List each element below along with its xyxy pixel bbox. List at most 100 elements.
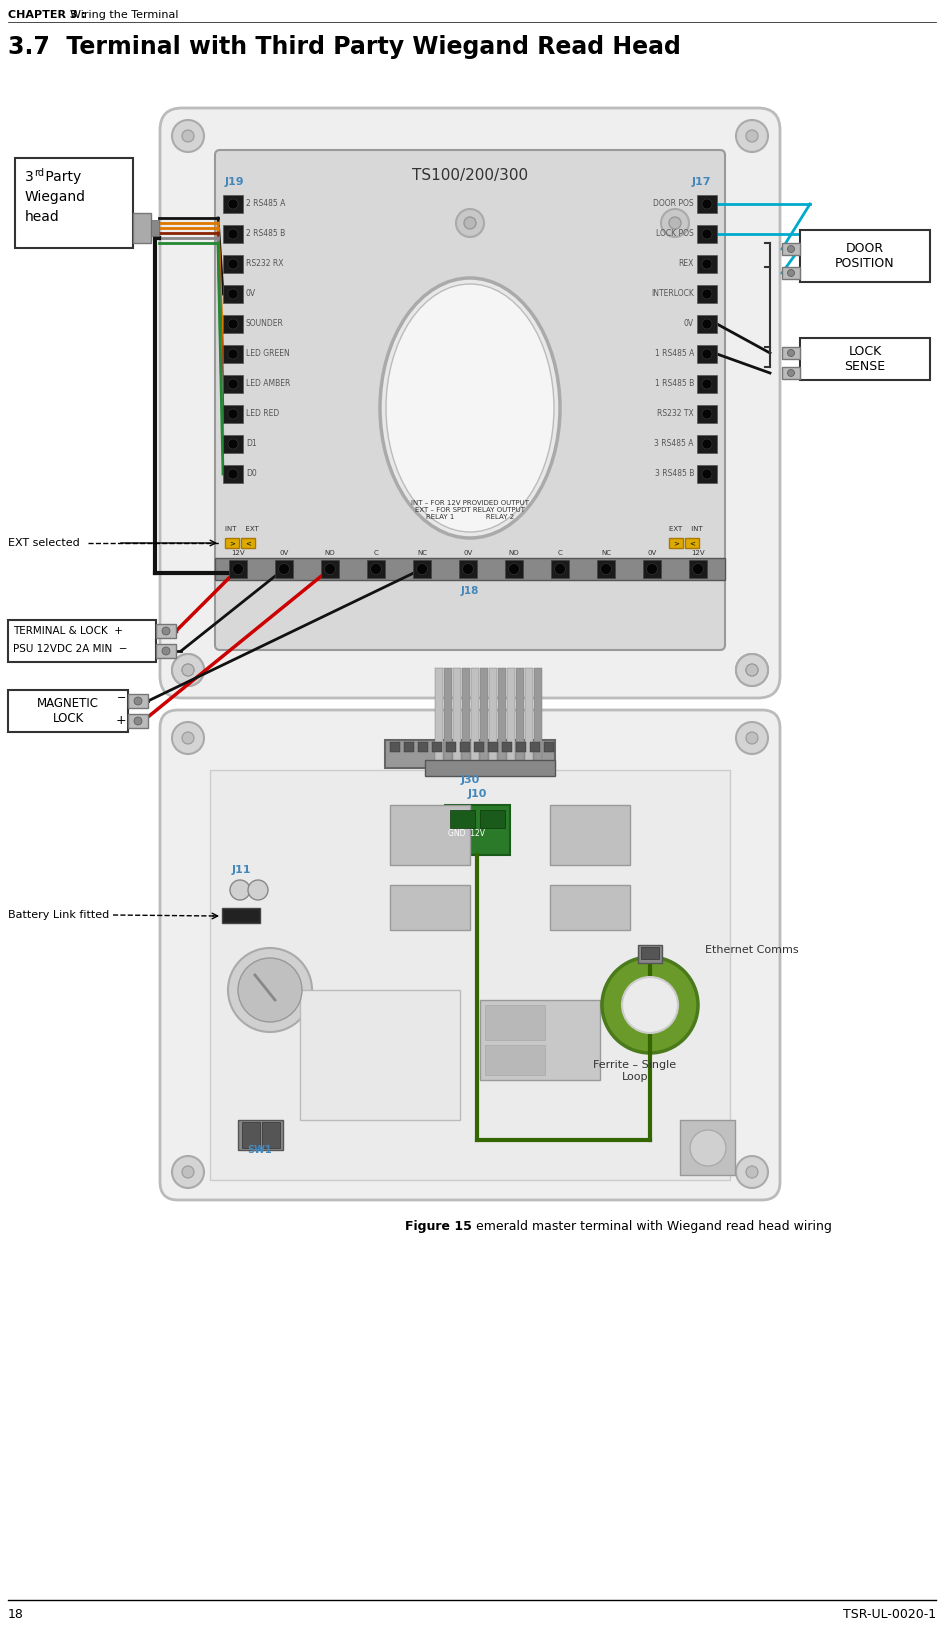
Circle shape <box>456 210 484 237</box>
Bar <box>638 946 662 964</box>
Text: LOCK
SENSE: LOCK SENSE <box>845 344 885 374</box>
Bar <box>223 255 243 273</box>
Text: 12V: 12V <box>691 549 705 556</box>
Circle shape <box>134 717 142 725</box>
Circle shape <box>172 653 204 686</box>
Text: 3: 3 <box>25 171 34 184</box>
Circle shape <box>182 1167 194 1178</box>
Bar <box>262 1121 280 1147</box>
Circle shape <box>162 627 170 635</box>
Bar <box>488 743 498 752</box>
Text: LED RED: LED RED <box>246 410 279 419</box>
Bar <box>435 668 443 772</box>
Circle shape <box>669 218 681 229</box>
Circle shape <box>702 229 712 239</box>
Bar <box>225 538 239 548</box>
Text: Figure 15: Figure 15 <box>405 1220 472 1233</box>
Text: Party: Party <box>41 171 81 184</box>
Circle shape <box>509 564 519 575</box>
Text: MAGNETIC
LOCK: MAGNETIC LOCK <box>37 697 99 725</box>
Bar <box>242 1121 260 1147</box>
Circle shape <box>702 318 712 328</box>
Text: CHAPTER 3 :: CHAPTER 3 : <box>8 10 90 20</box>
Text: 0V: 0V <box>648 549 657 556</box>
Bar <box>241 538 255 548</box>
Ellipse shape <box>380 278 560 538</box>
Bar <box>697 195 717 213</box>
Bar <box>156 624 176 639</box>
Text: <: < <box>245 540 251 546</box>
Circle shape <box>172 653 204 686</box>
Circle shape <box>228 258 238 270</box>
Circle shape <box>702 289 712 299</box>
Ellipse shape <box>386 284 554 531</box>
Bar <box>641 947 659 959</box>
Bar <box>133 213 151 244</box>
Text: D0: D0 <box>246 470 257 478</box>
Bar <box>697 344 717 362</box>
Text: 0V: 0V <box>246 289 256 299</box>
Text: EXT selected: EXT selected <box>8 538 79 548</box>
Bar <box>697 436 717 453</box>
Bar <box>551 561 569 578</box>
Circle shape <box>182 130 194 141</box>
Text: RS232 RX: RS232 RX <box>246 260 283 268</box>
Text: DOOR POS: DOOR POS <box>653 200 694 208</box>
Circle shape <box>464 218 476 229</box>
Circle shape <box>134 697 142 705</box>
Text: LED GREEN: LED GREEN <box>246 349 290 359</box>
Bar <box>223 436 243 453</box>
Bar <box>15 158 133 249</box>
Bar <box>489 668 497 772</box>
Bar <box>516 743 526 752</box>
Circle shape <box>238 959 302 1022</box>
Text: head: head <box>25 210 59 224</box>
Text: 18: 18 <box>8 1609 24 1622</box>
Text: TS100/200/300: TS100/200/300 <box>412 167 528 184</box>
Text: Ferrite – Single
Loop: Ferrite – Single Loop <box>594 1060 677 1082</box>
Text: RS232 TX: RS232 TX <box>657 410 694 419</box>
Bar <box>300 990 460 1120</box>
Text: J19: J19 <box>225 177 244 187</box>
Circle shape <box>787 369 795 377</box>
Text: 0V: 0V <box>279 549 289 556</box>
Text: 3 RS485 A: 3 RS485 A <box>654 439 694 449</box>
Circle shape <box>690 1129 726 1167</box>
Text: J18: J18 <box>461 587 480 596</box>
Bar <box>697 465 717 483</box>
Circle shape <box>702 439 712 449</box>
Circle shape <box>787 349 795 356</box>
Text: 0V: 0V <box>683 320 694 328</box>
Bar <box>480 668 488 772</box>
Bar <box>128 713 148 728</box>
Text: J10: J10 <box>467 790 487 800</box>
Bar <box>390 804 470 864</box>
Text: J17: J17 <box>692 177 712 187</box>
Circle shape <box>702 258 712 270</box>
Text: emerald master terminal with Wiegand read head wiring: emerald master terminal with Wiegand rea… <box>472 1220 832 1233</box>
Bar <box>223 344 243 362</box>
Bar <box>151 219 159 236</box>
Bar <box>229 561 247 578</box>
Text: rd: rd <box>34 167 44 179</box>
Circle shape <box>228 379 238 388</box>
Circle shape <box>702 470 712 479</box>
Circle shape <box>736 722 768 754</box>
Circle shape <box>228 947 312 1032</box>
Bar <box>474 743 484 752</box>
Bar <box>460 743 470 752</box>
Circle shape <box>162 647 170 655</box>
Bar <box>223 465 243 483</box>
Bar <box>321 561 339 578</box>
Bar <box>390 743 400 752</box>
Text: Wiring the Terminal: Wiring the Terminal <box>70 10 178 20</box>
Circle shape <box>736 1155 768 1188</box>
Bar <box>680 1120 735 1175</box>
Bar <box>453 668 461 772</box>
Circle shape <box>746 665 758 676</box>
Text: >: > <box>673 540 679 546</box>
Bar <box>418 743 428 752</box>
Circle shape <box>702 410 712 419</box>
Text: PSU 12VDC 2A MIN  −: PSU 12VDC 2A MIN − <box>13 644 127 653</box>
Text: C: C <box>558 549 563 556</box>
